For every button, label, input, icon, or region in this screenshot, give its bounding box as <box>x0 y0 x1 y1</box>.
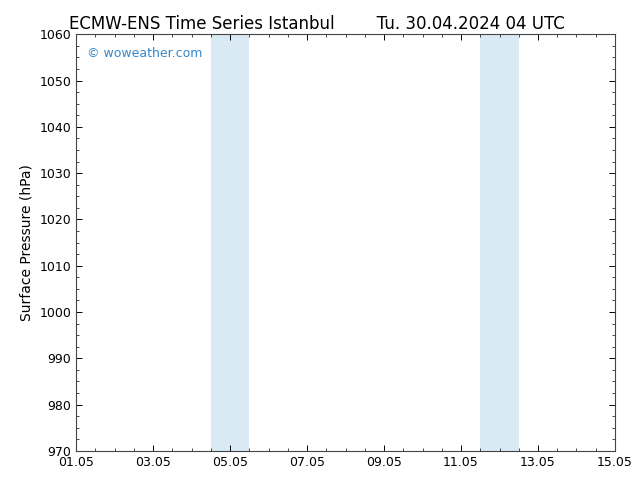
Y-axis label: Surface Pressure (hPa): Surface Pressure (hPa) <box>20 164 34 321</box>
Text: ECMW-ENS Time Series Istanbul        Tu. 30.04.2024 04 UTC: ECMW-ENS Time Series Istanbul Tu. 30.04.… <box>69 15 565 33</box>
Bar <box>480 34 519 451</box>
Text: © woweather.com: © woweather.com <box>87 47 202 60</box>
Bar <box>210 34 249 451</box>
